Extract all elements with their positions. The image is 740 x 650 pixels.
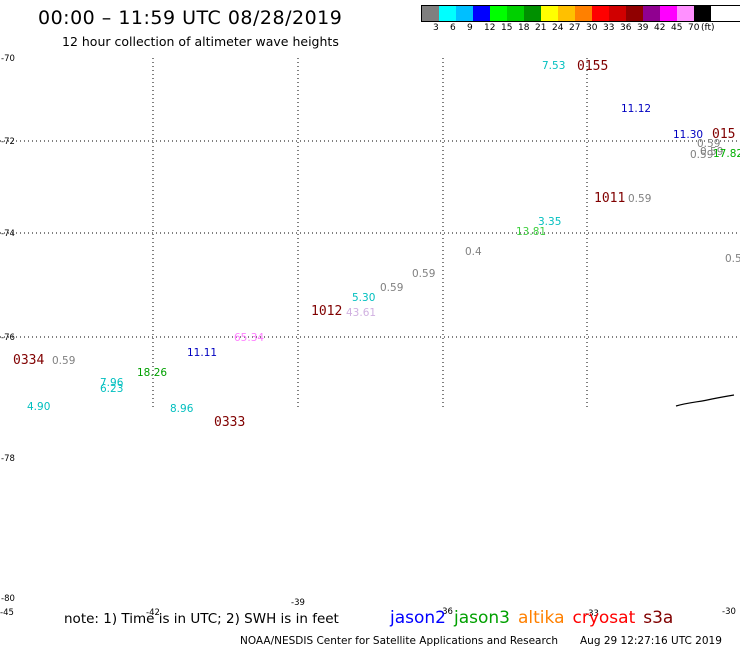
color-scale-tick: 12: [484, 23, 496, 33]
wave-height-label: 43.61: [346, 307, 376, 319]
color-swatch: [660, 6, 677, 21]
longitude-label: -42: [146, 608, 160, 618]
latitude-label: -70: [1, 54, 15, 64]
color-swatch: [422, 6, 439, 21]
units-note: note: 1) Time is in UTC; 2) SWH is in fe…: [64, 611, 339, 627]
color-swatch: [456, 6, 473, 21]
latitude-label: -74: [1, 229, 15, 239]
wave-height-label: 13.81: [516, 226, 546, 238]
longitude-label: -30: [722, 607, 736, 617]
wave-height-label: 6.23: [100, 383, 123, 395]
color-scale-tick: 39: [637, 23, 649, 33]
pass-time-label: 015: [712, 127, 735, 142]
satellite-jason2: jason2: [390, 608, 446, 628]
wave-height-label: 0.59: [628, 193, 651, 205]
satellite-cryosat: cryosat: [572, 608, 636, 628]
longitude-label: -39: [291, 598, 305, 608]
satellite-altika: altika: [518, 608, 565, 628]
color-scale-tick: 21: [535, 23, 547, 33]
wave-height-label: 4.90: [27, 401, 50, 413]
pass-time-label: 0334: [13, 353, 44, 368]
satellite-s3a: s3a: [643, 608, 674, 628]
color-swatch: [575, 6, 592, 21]
wave-height-label: 0.59: [700, 146, 723, 158]
wave-height-label: 5.30: [352, 292, 375, 304]
color-scale-tick: 6: [450, 23, 456, 33]
color-swatch: [643, 6, 660, 21]
longitude-label: -36: [439, 607, 453, 617]
color-scale-tick: 42: [654, 23, 666, 33]
wave-height-label: 0.59: [690, 149, 713, 161]
color-swatch: [626, 6, 643, 21]
satellite-legend: jason2 jason3 altika cryosat s3a: [390, 608, 681, 628]
wave-height-label: 0.59: [412, 268, 435, 280]
wave-height-label: 0.59: [380, 282, 403, 294]
page-title: 00:00 – 11:59 UTC 08/28/2019: [38, 7, 343, 29]
color-scale-tick: 18: [518, 23, 530, 33]
wave-height-label: 7.96: [100, 377, 124, 389]
color-swatch: [558, 6, 575, 21]
color-scale-tick: 15: [501, 23, 513, 33]
color-swatch: [694, 6, 711, 21]
pass-time-label: 1011: [594, 191, 625, 206]
wave-height-label: 17.82: [713, 148, 740, 160]
wave-height-label: 11.12: [621, 103, 651, 115]
longitude-label: -45: [0, 608, 14, 618]
color-scale-tick: 3: [433, 23, 439, 33]
color-scale-tick: 33: [603, 23, 615, 33]
color-swatch: [592, 6, 609, 21]
wave-height-label: 7.53: [542, 60, 565, 72]
color-swatch: [439, 6, 456, 21]
generated-timestamp: Aug 29 12:27:16 UTC 2019: [580, 635, 722, 647]
wave-height-label: 3.35: [538, 216, 561, 228]
color-swatch: [507, 6, 524, 21]
wave-height-label: 65.34: [234, 332, 264, 344]
latitude-label: -72: [1, 137, 15, 147]
color-swatch: [609, 6, 626, 21]
color-scale-tick: (ft): [701, 23, 715, 33]
latitude-label: -78: [1, 454, 15, 464]
color-scale-labels: 3 6 9 12 15 18 21 24 27 30 33 36 39 42 45 70 (ft): [421, 22, 740, 36]
page-subtitle: 12 hour collection of altimeter wave hei…: [62, 34, 339, 49]
color-scale-tick: 9: [467, 23, 473, 33]
color-swatch: [677, 6, 694, 21]
coastline: [675, 394, 735, 407]
color-scale-tick: 30: [586, 23, 598, 33]
pass-time-label: 1012: [311, 304, 342, 319]
color-scale-tick: 36: [620, 23, 632, 33]
latitude-label: -80: [1, 594, 15, 604]
wave-height-label: 8.96: [170, 403, 194, 415]
color-swatch: [490, 6, 507, 21]
color-swatch: [541, 6, 558, 21]
pass-time-label: 0155: [577, 59, 608, 74]
color-scale-tick: 70: [688, 23, 700, 33]
satellite-jason3: jason3: [454, 608, 510, 628]
color-scale-tick: 45: [671, 23, 683, 33]
wave-height-label: 0.59: [697, 138, 720, 150]
color-scale-tick: 24: [552, 23, 564, 33]
wave-height-label: 18.26: [137, 367, 167, 379]
color-scale-tick: 27: [569, 23, 581, 33]
credit-line: NOAA/NESDIS Center for Satellite Applica…: [240, 635, 558, 647]
wave-height-label: 11.11: [187, 347, 217, 359]
color-scale-legend: 3 6 9 12 15 18 21 24 27 30 33 36 39 42 45 70 (ft): [421, 5, 740, 36]
wave-height-label: 0.59: [52, 355, 75, 367]
wave-height-label: 0.59: [725, 253, 740, 265]
color-swatch: [473, 6, 490, 21]
color-swatches: [421, 5, 740, 22]
wave-height-label: 0.4: [465, 246, 482, 258]
color-swatch: [524, 6, 541, 21]
pass-time-label: 0333: [214, 415, 245, 430]
longitude-label: -33: [585, 609, 599, 619]
wave-height-label: 11.30: [673, 129, 703, 141]
latitude-label: -76: [1, 333, 15, 343]
